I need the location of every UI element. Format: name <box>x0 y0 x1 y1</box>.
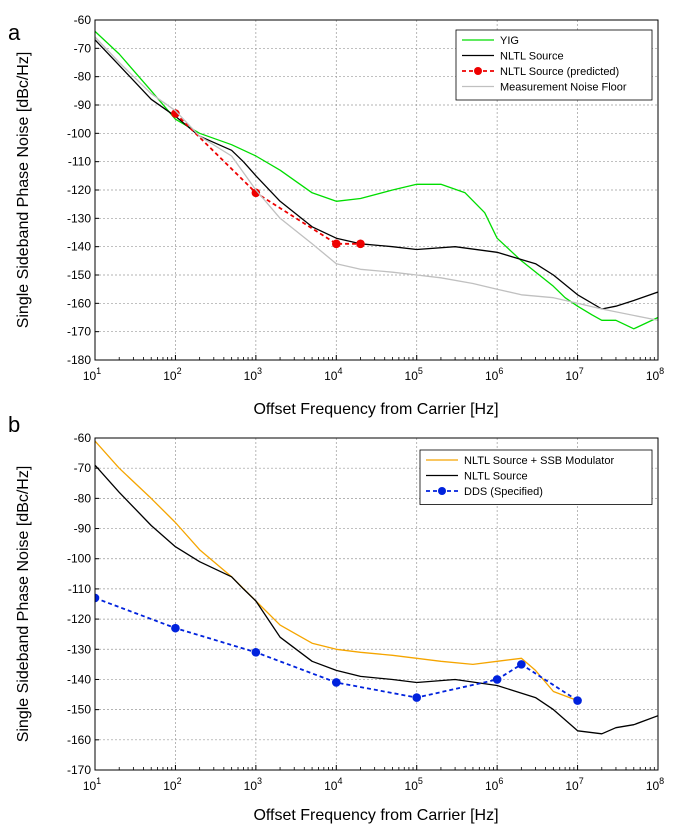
chart-b-y-tick-label: -80 <box>74 491 92 505</box>
chart-a-y-tick-label: -180 <box>67 353 91 367</box>
chart-a-series-nltl-source-predicted-point <box>331 239 341 249</box>
chart-a-y-axis-label: Single Sideband Phase Noise [dBc/Hz] <box>15 52 32 329</box>
chart-b-x-tick-label: 106 <box>485 776 503 793</box>
chart-b-x-tick-label: 107 <box>565 776 583 793</box>
chart-b-y-tick-label: -160 <box>67 733 91 747</box>
chart-a-y-tick-label: -170 <box>67 325 91 339</box>
chart-a-x-tick-label: 105 <box>405 366 423 383</box>
chart-a-x-tick-label: 108 <box>646 366 664 383</box>
chart-a-series-yig-line <box>95 30 658 330</box>
chart-b-series-dds-specified-line <box>95 597 579 702</box>
chart-a-legend-label: NLTL Source <box>500 51 564 63</box>
chart-b-series-nltl-source-ssb-modulator-line <box>95 440 578 702</box>
chart-a: -60 -70 -80 -90 -100 -110 -120 -130 -140 -150 -160… <box>8 13 664 418</box>
chart-b-series-dds-specified-point <box>171 623 180 633</box>
chart-b-x-tick-label: 103 <box>244 776 262 793</box>
chart-b-legend: NLTL Source + SSB Modulator NLTL Source DD… <box>419 449 653 505</box>
chart-a-y-tick-label: -120 <box>67 183 91 197</box>
chart-b-series-nltl-source-line <box>95 464 658 735</box>
chart-a-y-tick-label: -80 <box>74 70 92 84</box>
chart-b-y-ticks: -60 -70 -80 -90 -100 -110 -120 -130 -140 -150 -160… <box>67 431 99 777</box>
chart-b-y-tick-label: -70 <box>74 461 92 475</box>
chart-a-legend-label: Measurement Noise Floor <box>500 82 627 94</box>
chart-b-x-tick-label: 102 <box>163 776 181 793</box>
chart-a-x-tick-label: 106 <box>485 366 503 383</box>
chart-a-legend-label: NLTL Source (predicted) <box>500 66 619 78</box>
chart-a-x-axis-label: Offset Frequency from Carrier [Hz] <box>253 401 498 418</box>
chart-b-y-tick-label: -140 <box>67 672 91 686</box>
chart-a-x-tick-label: 107 <box>565 366 583 383</box>
chart-b-y-tick-label: -60 <box>74 431 92 445</box>
chart-a-legend-label: YIG <box>500 35 519 47</box>
chart-b-frame <box>94 437 659 771</box>
chart-b-y-tick-label: -150 <box>67 703 91 717</box>
chart-b-series-dds-specified-point <box>95 593 100 603</box>
chart-a-series <box>95 30 658 330</box>
chart-a-x-tick-label: 103 <box>244 366 262 383</box>
chart-b-x-tick-label: 101 <box>83 776 101 793</box>
chart-b-series-dds-specified-point <box>412 693 422 702</box>
chart-b-y-tick-label: -110 <box>68 582 91 596</box>
chart-b-legend-label: DDS (Specified) <box>464 486 543 498</box>
chart-b-series-dds-specified-point <box>251 647 261 657</box>
chart-a-y-tick-label: -150 <box>67 268 91 282</box>
chart-a-y-tick-label: -100 <box>67 126 91 140</box>
chart-a-y-tick-label: -70 <box>74 41 92 55</box>
chart-a-series-nltl-source-predicted-line <box>174 112 361 245</box>
chart-a-legend-marker <box>474 67 482 75</box>
chart-a-legend: YIG NLTL Source NLTL Source (predicted) Mea… <box>455 29 653 101</box>
chart-a-y-tick-label: -60 <box>74 13 92 27</box>
chart-a-series-nltl-source-predicted-point <box>171 109 180 118</box>
chart-a-y-tick-label: -130 <box>67 211 91 225</box>
chart-a-x-ticks: 101 102 103 104 105 106 107 108 <box>83 355 664 383</box>
chart-b-y-tick-label: -170 <box>67 763 91 777</box>
chart-a-grid <box>94 19 659 361</box>
chart-a-x-tick-label: 102 <box>163 366 181 383</box>
chart-b: -60 -70 -80 -90 -100 -110 -120 -130 -140 -150 -160… <box>8 412 664 824</box>
chart-b-panel-label: b <box>8 412 20 437</box>
chart-b-y-tick-label: -90 <box>74 522 92 536</box>
chart-b-legend-box <box>419 449 653 505</box>
chart-b-x-axis-label: Offset Frequency from Carrier [Hz] <box>253 807 498 824</box>
chart-b-legend-marker <box>438 487 446 495</box>
chart-a-series-nltl-source-predicted-point <box>356 239 365 249</box>
chart-a-y-tick-label: -110 <box>68 155 91 169</box>
chart-a-y-tick-label: -90 <box>74 98 92 112</box>
chart-a-y-tick-label: -140 <box>67 240 91 254</box>
chart-b-y-axis-label: Single Sideband Phase Noise [dBc/Hz] <box>15 466 32 743</box>
chart-b-series-dds-specified-point <box>573 696 582 705</box>
chart-b-x-ticks: 101 102 103 104 105 106 107 108 <box>83 765 664 793</box>
chart-b-x-tick-label: 108 <box>646 776 664 793</box>
chart-b-series-dds-specified-point <box>331 678 341 687</box>
chart-a-panel-label: a <box>8 20 21 45</box>
chart-b-series-dds-specified-point <box>492 675 502 684</box>
chart-b-legend-label: NLTL Source + SSB Modulator <box>464 455 614 467</box>
chart-b-legend-label: NLTL Source <box>464 471 528 483</box>
chart-b-y-tick-label: -120 <box>67 612 91 626</box>
chart-a-x-tick-label: 101 <box>83 366 101 383</box>
chart-b-series <box>95 440 658 735</box>
chart-a-x-tick-label: 104 <box>324 366 342 383</box>
chart-b-series-dds-specified-point <box>517 660 526 669</box>
chart-b-y-tick-label: -130 <box>67 642 91 656</box>
chart-a-series-nltl-source-predicted-point <box>251 188 261 198</box>
chart-a-series-measurement-noise-floor-line <box>95 36 658 321</box>
chart-a-y-ticks: -60 -70 -80 -90 -100 -110 -120 -130 -140 -150 -160… <box>67 13 99 367</box>
chart-a-y-tick-label: -160 <box>67 296 91 310</box>
chart-b-y-tick-label: -100 <box>67 552 91 566</box>
chart-b-x-tick-label: 104 <box>324 776 342 793</box>
chart-b-x-tick-label: 105 <box>405 776 423 793</box>
chart-a-legend-box <box>455 29 653 101</box>
